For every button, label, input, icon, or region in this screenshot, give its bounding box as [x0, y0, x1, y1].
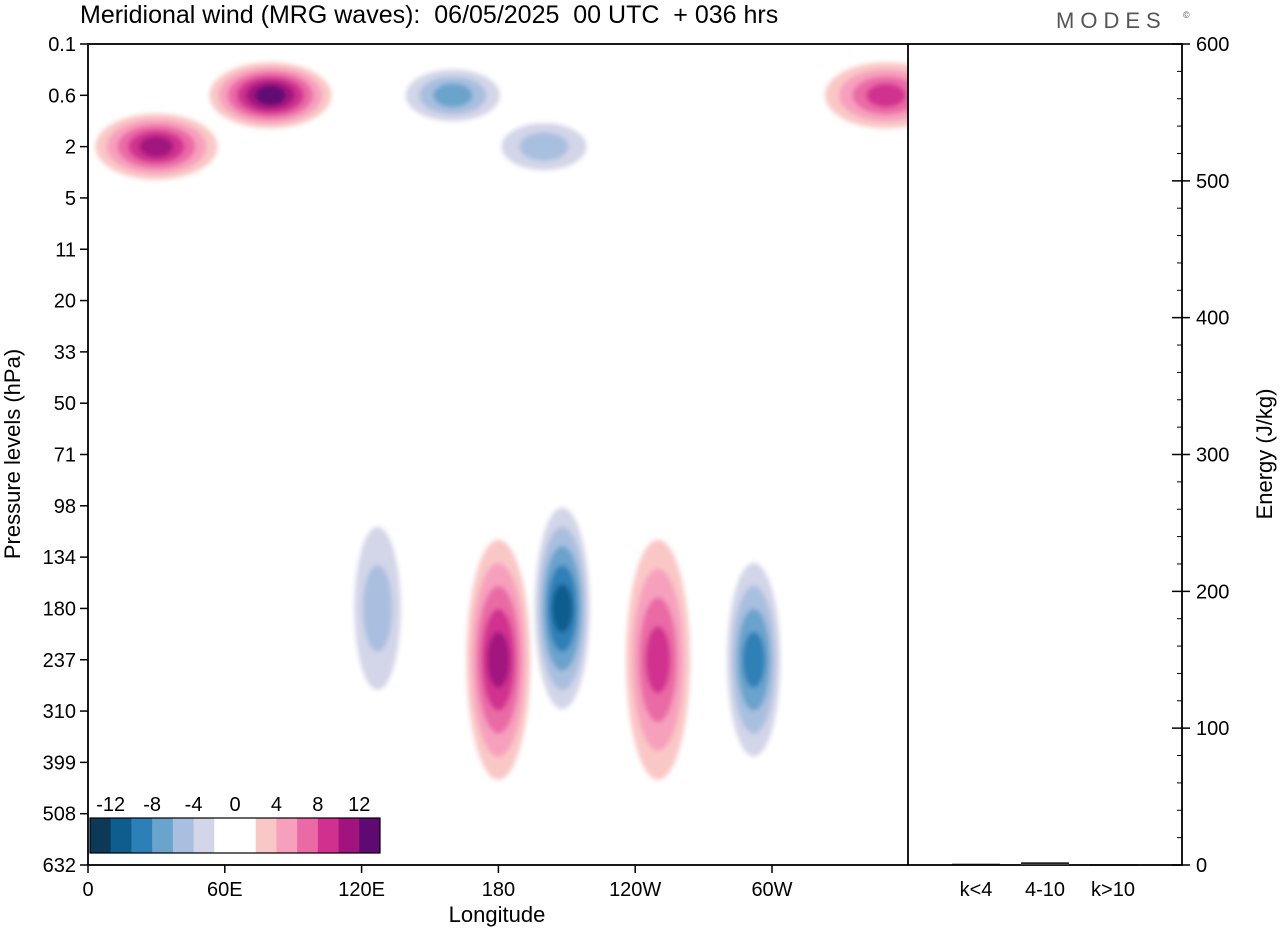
colorbar-swatch [359, 818, 381, 853]
brand-logo: MODES [1056, 8, 1167, 33]
x-tick-label: 180 [482, 879, 515, 901]
x-tick-label: 60E [207, 879, 243, 901]
y-tick-label: 33 [54, 342, 76, 364]
colorbar-swatch [255, 818, 277, 853]
colorbar-label: -4 [185, 794, 203, 816]
x-axis-title: Longitude [449, 902, 546, 927]
y-tick-label: 508 [43, 804, 76, 826]
y-tick-label: 98 [54, 496, 76, 518]
colorbar-swatch [214, 818, 236, 853]
y-tick-label: 5 [65, 188, 76, 210]
y-tick-label: 237 [43, 650, 76, 672]
colorbar-swatch [131, 818, 153, 853]
y-tick-label: 2 [65, 137, 76, 159]
y-tick-label: 71 [54, 445, 76, 467]
colorbar-label: 12 [348, 794, 370, 816]
colorbar-swatch [193, 818, 215, 853]
y-tick-label: 50 [54, 393, 76, 415]
y-tick-label: 0.6 [48, 85, 76, 107]
energy-tick-label: 200 [1196, 581, 1229, 603]
colorbar-swatch [110, 818, 132, 853]
wind-feature-8 [626, 539, 690, 780]
colorbar-swatch [317, 818, 340, 853]
energy-category-label: k>10 [1091, 879, 1135, 901]
colorbar-label: 4 [271, 794, 282, 816]
colorbar-swatch [297, 818, 319, 853]
energy-tick-label: 600 [1196, 34, 1229, 56]
colorbar-label: 0 [229, 794, 240, 816]
x-tick-label: 120E [338, 879, 385, 901]
colorbar-swatch [172, 818, 195, 853]
colorbar-label: -8 [143, 794, 161, 816]
colorbar-label: 8 [312, 794, 323, 816]
y-axis-title: Pressure levels (hPa) [0, 349, 25, 559]
colorbar-swatch [235, 818, 257, 853]
energy-tick-label: 500 [1196, 171, 1229, 193]
wind-feature-6 [530, 488, 595, 729]
wind-feature-4 [825, 62, 908, 129]
colorbar-swatch [152, 818, 174, 853]
wind-feature-9 [345, 488, 410, 729]
axes-group: 0.1 0.6 2 5 11 20 33 50 71 98 134 180 237 310 399 508 63… [0, 34, 1183, 927]
brand-copyright-mark: © [1183, 10, 1190, 20]
energy-category-label: 4-10 [1025, 879, 1065, 901]
energy-tick-label: 100 [1196, 718, 1229, 740]
x-tick-label: 0 [82, 879, 93, 901]
colorbar-swatch [338, 818, 360, 853]
energy-bar-1 [1021, 862, 1069, 865]
colorbar: -12 -8 -4 0 4 8 12 [89, 794, 381, 854]
x-tick-label: 120W [609, 879, 661, 901]
y-tick-label: 0.1 [48, 34, 76, 56]
y-tick-label: 134 [43, 547, 76, 569]
colorbar-swatch [276, 818, 298, 853]
colorbar-label: -12 [96, 794, 125, 816]
energy-tick-label: 0 [1196, 855, 1207, 877]
wind-feature-1 [95, 113, 218, 180]
wind-feature-0 [209, 62, 332, 129]
energy-tick-label: 400 [1196, 308, 1229, 330]
colorbar-swatch [90, 818, 112, 853]
y-tick-label: 632 [43, 855, 76, 877]
colorbar-frame [89, 817, 381, 854]
y-tick-label: 20 [54, 291, 76, 313]
energy-category-label: k<4 [960, 879, 993, 901]
y-tick-label: 399 [43, 752, 76, 774]
energy-tick-label: 300 [1196, 445, 1229, 467]
wind-feature-5 [466, 539, 531, 780]
x-tick-label: 60W [751, 879, 792, 901]
wind-feature-3 [483, 113, 605, 180]
y-tick-label: 180 [43, 598, 76, 620]
y-tick-label: 310 [43, 701, 76, 723]
wind-feature-7 [721, 539, 786, 780]
wind-field-heatmap [88, 44, 908, 865]
feature-layer [95, 62, 908, 780]
energy-bar-chart: 0 100 200 300 400 500 600 Energy (J/kg) k<4 4-10 k… [952, 34, 1277, 901]
energy-axis-title: Energy (J/kg) [1252, 389, 1277, 520]
y-tick-label: 11 [55, 239, 76, 261]
wind-feature-2 [391, 62, 514, 129]
chart-title: Meridional wind (MRG waves): 06/05/2025 … [80, 1, 779, 29]
